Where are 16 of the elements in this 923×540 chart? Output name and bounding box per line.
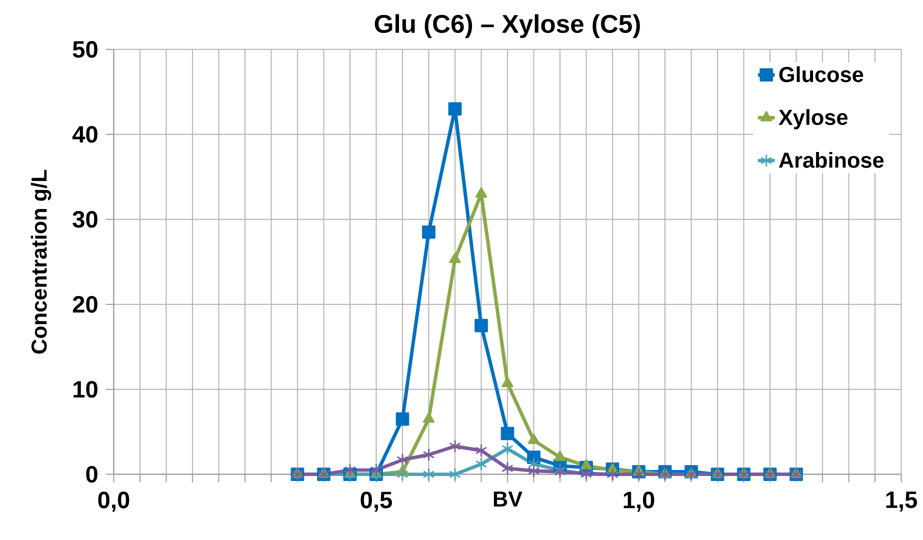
x-axis-title: BV (494, 492, 522, 507)
y-tick-label: 10 (74, 381, 98, 398)
x-tick-label: 1,0 (624, 492, 654, 512)
y-axis-title: Concentration g/L (30, 170, 52, 354)
legend-label: Glucose (779, 66, 864, 82)
x-tick-label: 0,5 (360, 492, 392, 512)
y-tick-label: 50 (72, 41, 98, 58)
legend-label: Xylose (778, 109, 848, 130)
y-tick-label: 40 (72, 126, 98, 143)
y-tick-label: 0 (86, 466, 98, 483)
x-tick-label: 1,5 (886, 492, 918, 512)
x-tick-label: 0,0 (98, 492, 130, 512)
legend-label: Arabinose (778, 152, 884, 168)
y-tick-label: 20 (72, 296, 98, 313)
y-tick-label: 30 (72, 211, 98, 228)
chart-title: Glu (C6) – Xylose (C5) (374, 14, 640, 38)
